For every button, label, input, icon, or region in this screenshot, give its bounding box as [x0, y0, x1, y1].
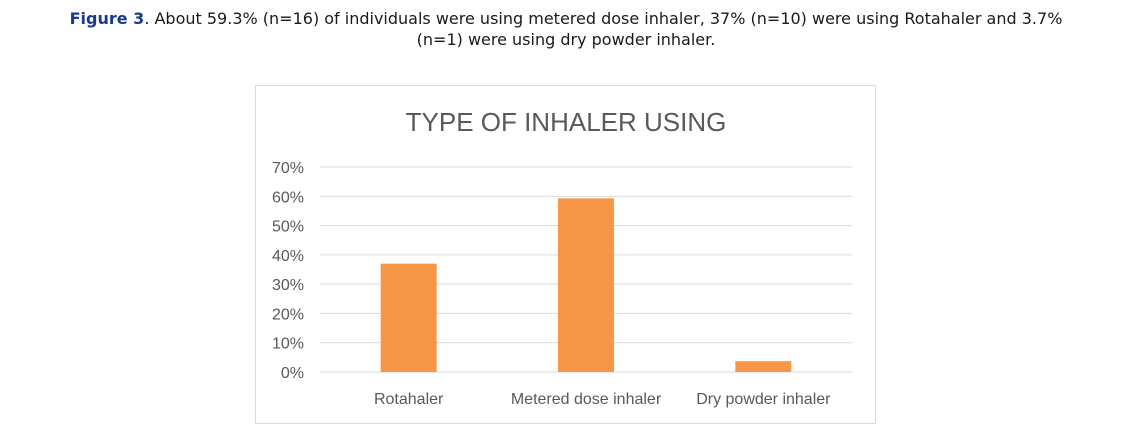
y-tick-label: 0%	[281, 365, 304, 382]
y-tick-label: 10%	[272, 336, 304, 353]
y-tick-label: 60%	[272, 189, 304, 206]
x-tick-label: Metered dose inhaler	[511, 391, 662, 408]
figure-caption: Figure 3. About 59.3% (n=16) of individu…	[0, 8, 1132, 50]
figure-label: Figure 3	[69, 9, 145, 28]
x-axis-labels: Rotahaler Metered dose inhaler Dry powder …	[374, 391, 831, 408]
caption-text-line2: (n=1) were using dry powder inhaler.	[416, 30, 716, 49]
caption-text-line1: . About 59.3% (n=16) of individuals were…	[144, 9, 1063, 28]
y-tick-label: 30%	[272, 277, 304, 294]
bars	[380, 198, 792, 372]
y-tick-label: 70%	[272, 160, 304, 177]
y-tick-label: 40%	[272, 248, 304, 265]
bar-metered-dose-inhaler	[558, 198, 614, 372]
y-tick-label: 50%	[272, 219, 304, 236]
y-tick-label: 20%	[272, 306, 304, 323]
y-axis-ticks: 0% 10% 20% 30% 40% 50% 60% 70%	[272, 160, 304, 382]
x-tick-label: Rotahaler	[374, 391, 444, 408]
chart-area: TYPE OF INHALER USING 0% 10% 20% 30% 40% 50% 6…	[255, 85, 876, 424]
bar-dry-powder-inhaler	[735, 361, 792, 372]
x-tick-label: Dry powder inhaler	[696, 391, 831, 408]
chart-title: TYPE OF INHALER USING	[406, 107, 727, 137]
bar-chart: TYPE OF INHALER USING 0% 10% 20% 30% 40% 50% 6…	[272, 107, 852, 408]
bar-rotahaler	[380, 263, 437, 372]
